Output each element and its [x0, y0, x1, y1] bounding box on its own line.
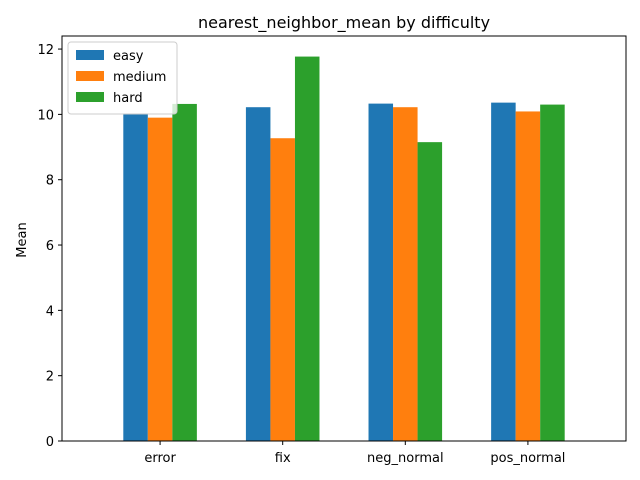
plot-frame — [61, 35, 627, 442]
bar-easy-neg_normal — [368, 103, 394, 441]
y-tick-label: 8 — [46, 174, 54, 189]
bar-medium-pos_normal — [515, 111, 541, 442]
bar-easy-fix — [245, 107, 271, 442]
legend-swatch-easy — [76, 50, 104, 60]
bar-hard-pos_normal — [540, 104, 565, 441]
bar-hard-fix — [294, 56, 320, 442]
x-tick-label: pos_normal — [490, 451, 565, 466]
chart-title: nearest_neighbor_mean by difficulty — [198, 13, 490, 33]
y-axis-label: Mean — [15, 222, 30, 257]
bar-easy-pos_normal — [491, 102, 516, 442]
legend-label-hard: hard — [113, 91, 143, 106]
legend-swatch-hard — [76, 92, 104, 102]
y-tick-label: 12 — [37, 43, 54, 58]
y-tick-label: 2 — [46, 370, 54, 385]
legend-label-medium: medium — [113, 70, 166, 85]
bar-easy-error — [123, 113, 148, 441]
y-tick-label: 10 — [37, 108, 54, 123]
x-tick-label: error — [144, 451, 176, 466]
y-tick-label: 0 — [46, 435, 54, 450]
x-axis: error fix neg_normal pos_normal — [144, 441, 565, 466]
legend: easy medium hard — [67, 41, 178, 115]
y-tick-label: 4 — [46, 304, 54, 319]
x-tick-label: fix — [275, 451, 291, 466]
legend-label-easy: easy — [113, 49, 144, 64]
bar-medium-fix — [270, 138, 295, 441]
legend-swatch-medium — [76, 71, 104, 81]
y-axis: 0 2 4 6 8 10 12 — [37, 43, 62, 450]
bar-medium-error — [147, 117, 173, 441]
bar-hard-error — [172, 103, 197, 441]
x-tick-label: neg_normal — [367, 451, 444, 466]
y-tick-label: 6 — [46, 239, 54, 254]
bar-medium-neg_normal — [393, 107, 418, 442]
bar-hard-neg_normal — [417, 142, 443, 441]
bars-group — [123, 56, 565, 442]
